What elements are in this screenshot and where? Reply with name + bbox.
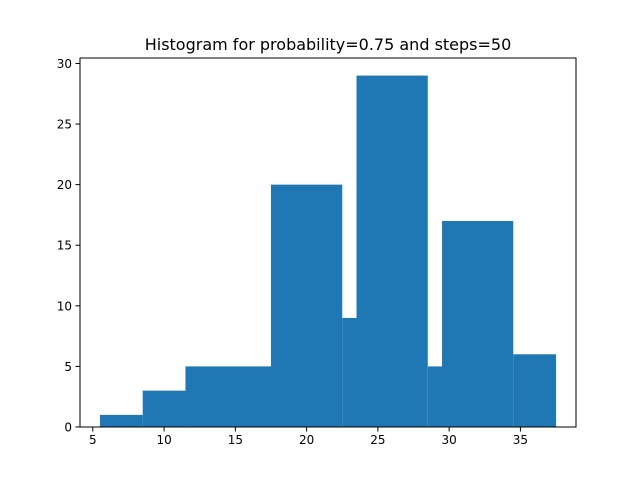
histogram-bar-6 (356, 75, 428, 428)
y-tick-label: 10 (57, 299, 72, 313)
histogram-bars (99, 75, 557, 428)
x-tick-label: 35 (513, 433, 528, 447)
histogram-bar-1 (99, 414, 143, 427)
x-tick-label: 20 (299, 433, 314, 447)
histogram-bar-8 (442, 220, 514, 427)
histogram-bar-4 (270, 184, 343, 427)
histogram-bar-3 (185, 366, 271, 427)
y-tick-label: 20 (57, 178, 72, 192)
x-tick-label: 5 (89, 433, 97, 447)
histogram-bar-5 (342, 317, 357, 427)
axes: 5 10 15 20 25 30 35 0 5 10 15 20 25 30 (57, 57, 577, 447)
histogram-bar-2 (142, 390, 186, 427)
y-tick-label: 30 (57, 57, 72, 71)
histogram-bar-9 (513, 354, 557, 427)
y-tick-label: 5 (64, 360, 72, 374)
histogram-bar-7 (427, 366, 443, 427)
y-tick-label: 25 (57, 118, 72, 132)
x-tick-label: 10 (156, 433, 171, 447)
x-tick-label: 30 (442, 433, 457, 447)
y-tick-label: 0 (64, 421, 72, 435)
x-tick-label: 25 (370, 433, 385, 447)
chart-title: Histogram for probability=0.75 and steps… (145, 35, 512, 54)
plot-frame (79, 57, 577, 428)
x-tick-label: 15 (228, 433, 243, 447)
y-tick-label: 15 (57, 239, 72, 253)
